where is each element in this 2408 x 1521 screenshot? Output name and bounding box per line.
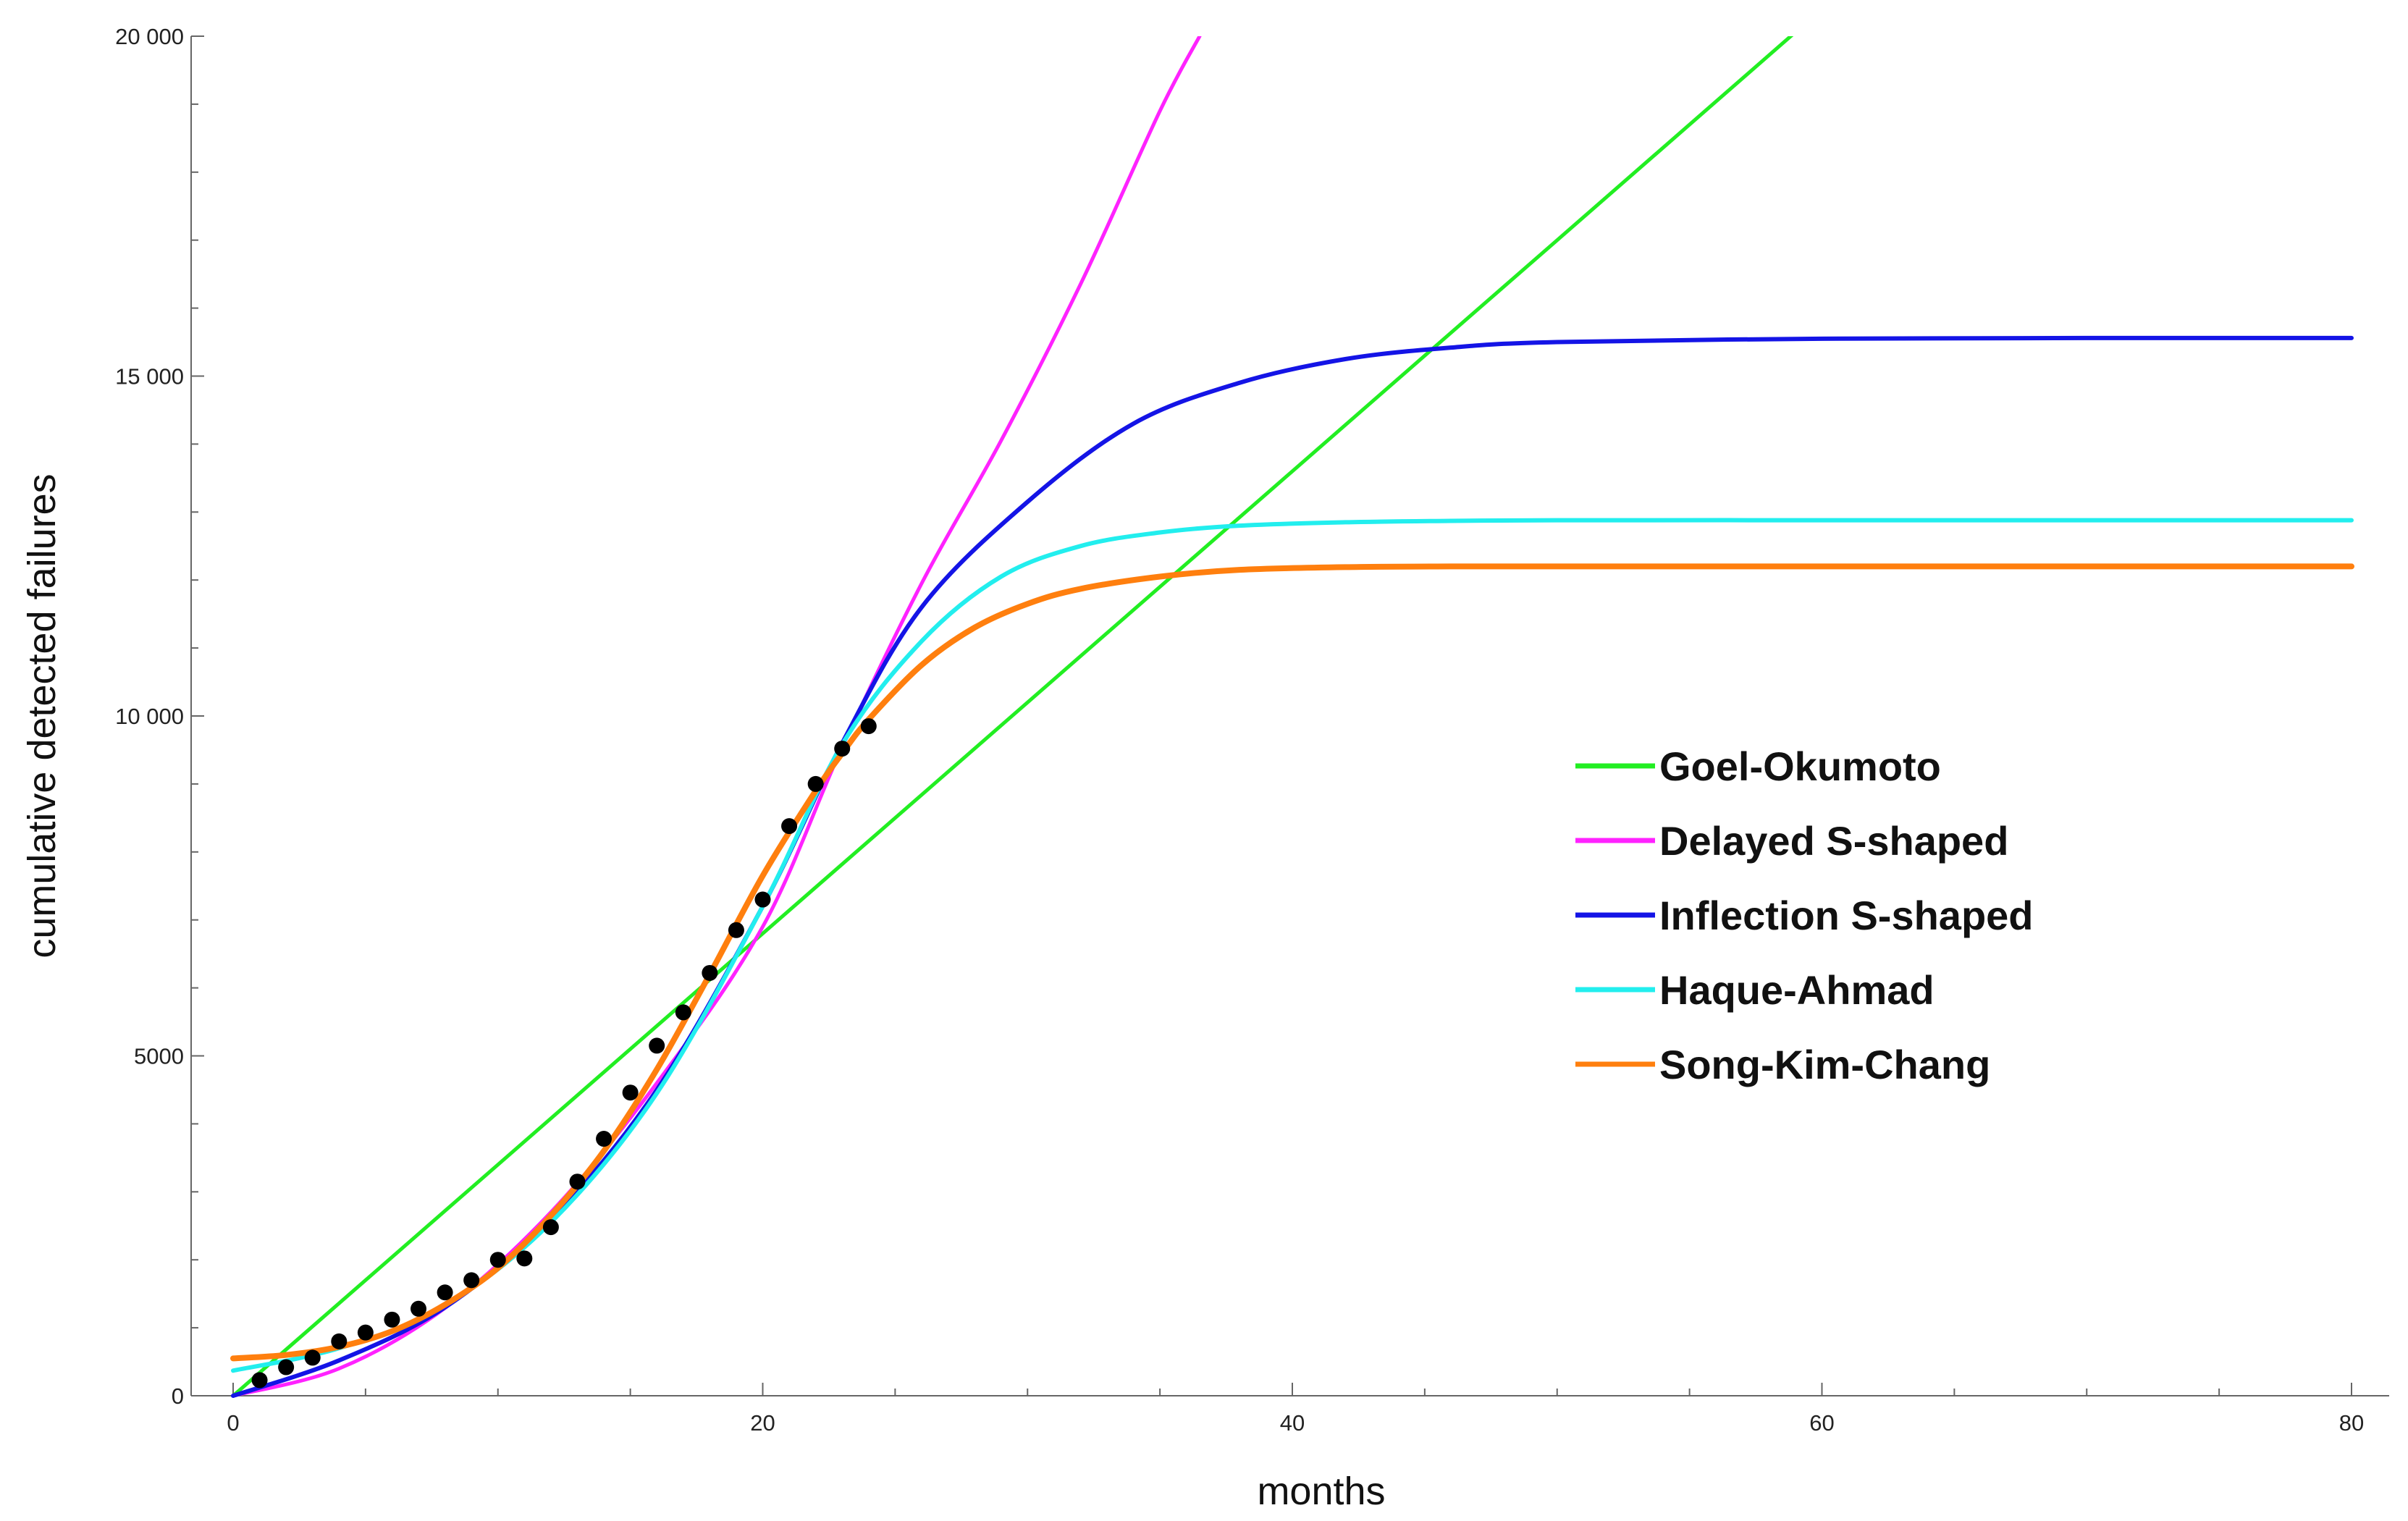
axes: 0 20 40 60 80 0 5000 10 000 15 000 20 000 [115, 24, 2389, 1436]
x-axis-title: months [1257, 1470, 1385, 1513]
legend-label-haque-ahmad: Haque-Ahmad [1659, 967, 1935, 1013]
series-line-haque-ahmad [231, 518, 2354, 1373]
observed-point [384, 1311, 400, 1328]
series-layer [230, 36, 2354, 1398]
legend: Goel-Okumoto Delayed S-shaped Inflection S… [1575, 743, 2034, 1087]
legend-label-inflection-s-shaped: Inflection S-shaped [1659, 893, 2034, 938]
observed-point [860, 718, 877, 735]
y-tick-label: 20 000 [115, 24, 184, 49]
observed-point [516, 1250, 533, 1267]
observed-points [251, 718, 877, 1389]
observed-point [569, 1174, 586, 1190]
observed-point [728, 922, 744, 938]
series-line-goel-okumoto [231, 36, 1794, 1398]
x-tick-label: 80 [2339, 1410, 2364, 1436]
observed-point [622, 1084, 639, 1101]
observed-point [489, 1252, 506, 1268]
y-tick-label: 10 000 [115, 704, 184, 729]
x-tick-label: 20 [750, 1410, 775, 1436]
series-line-inflection-s-shaped [231, 335, 2354, 1398]
observed-point [437, 1284, 453, 1301]
legend-label-goel-okumoto: Goel-Okumoto [1659, 743, 1941, 789]
x-tick-label: 60 [1809, 1410, 1834, 1436]
observed-point [278, 1359, 295, 1375]
observed-point [331, 1333, 348, 1349]
y-tick-label: 5000 [134, 1044, 184, 1069]
observed-point [675, 1004, 691, 1021]
observed-point [251, 1372, 268, 1389]
observed-point [754, 891, 771, 908]
legend-label-delayed-s-shaped: Delayed S-shaped [1659, 818, 2008, 864]
y-axis-title: cumulative detected failures [20, 473, 64, 958]
observed-point [463, 1272, 480, 1289]
observed-point [807, 775, 824, 792]
observed-point [542, 1219, 559, 1236]
observed-point [649, 1037, 665, 1054]
observed-point [834, 741, 851, 757]
observed-point [357, 1324, 374, 1341]
observed-point [596, 1131, 612, 1147]
series-line-delayed-s-shaped [231, 36, 1202, 1398]
y-tick-label: 15 000 [115, 364, 184, 389]
observed-point [781, 818, 798, 835]
series-line-song-kim-chang [230, 563, 2354, 1362]
legend-label-song-kim-chang: Song-Kim-Chang [1659, 1042, 1990, 1087]
observed-point [702, 964, 718, 981]
x-tick-label: 0 [227, 1410, 239, 1436]
y-tick-label: 0 [172, 1383, 184, 1409]
observed-point [304, 1349, 321, 1366]
observed-point [411, 1300, 427, 1317]
x-tick-label: 40 [1280, 1410, 1305, 1436]
